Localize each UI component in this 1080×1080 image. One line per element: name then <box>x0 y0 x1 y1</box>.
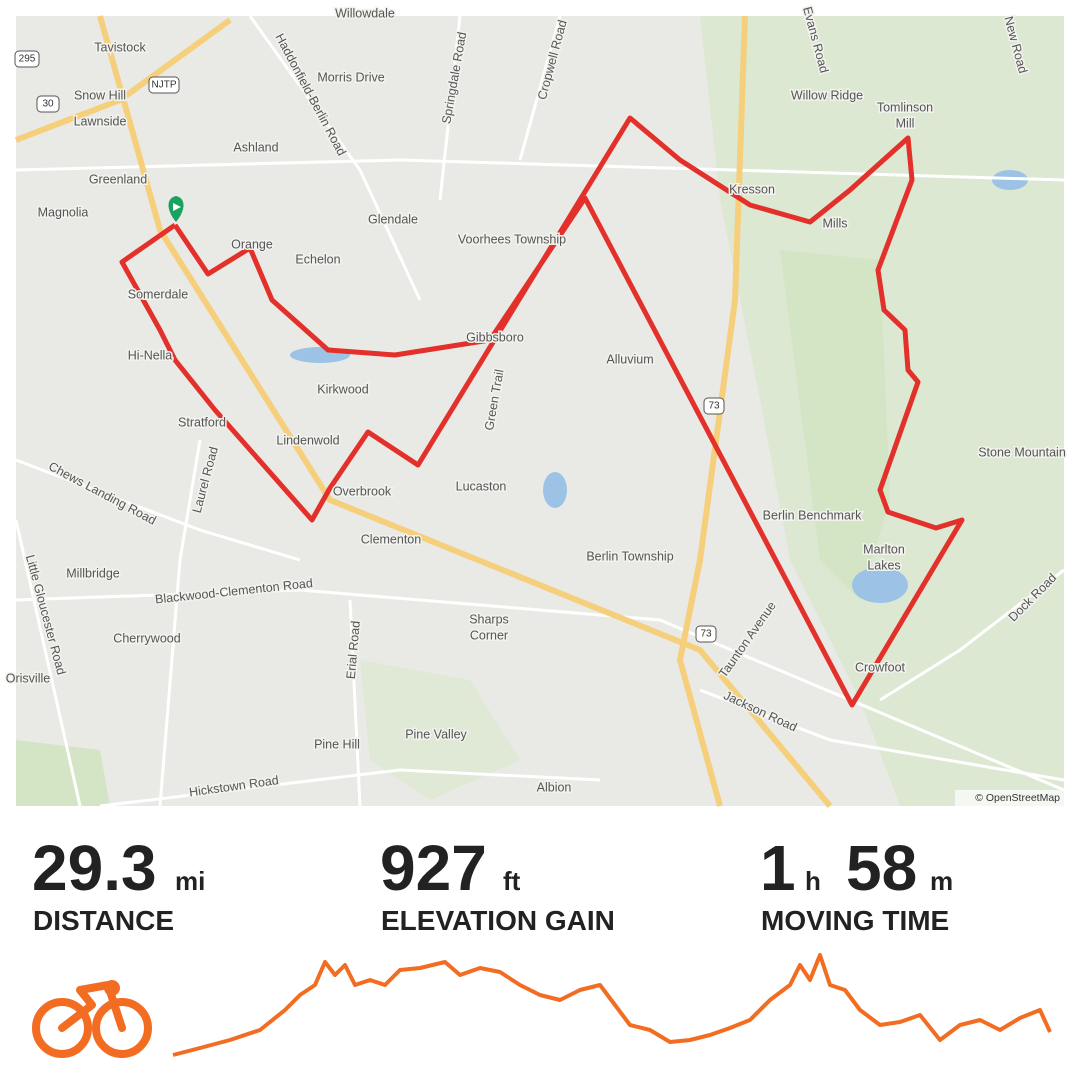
stat-unit: m <box>930 866 953 896</box>
attribution-bg <box>955 790 1064 806</box>
route-shield <box>695 625 717 643</box>
roads <box>14 15 1065 808</box>
place-label: Berlin Benchmark <box>763 508 862 522</box>
stat-unit: h <box>805 866 821 896</box>
elevation-profile <box>172 953 1052 1057</box>
place-label: Albion <box>537 780 572 794</box>
route-shield-label: 30 <box>42 99 54 110</box>
place-label: Orisville <box>6 671 50 685</box>
stat-unit: mi <box>175 866 205 896</box>
lake <box>852 567 908 603</box>
place-label: Lucaston <box>456 479 507 493</box>
place-label: Overbrook <box>333 484 392 498</box>
park <box>360 660 520 800</box>
park <box>16 740 110 806</box>
route-shield-label: 295 <box>19 54 36 65</box>
place-label: Magnolia <box>38 205 89 219</box>
route-shield <box>36 95 60 113</box>
place-label: Somerdale <box>128 287 188 301</box>
route-shield <box>148 76 180 94</box>
place-label: Erial Road <box>344 620 363 679</box>
place-label: Glendale <box>368 212 418 226</box>
route-shield <box>703 397 725 415</box>
place-label: Millbridge <box>66 566 120 580</box>
stat-label: ELEVATION GAIN <box>381 905 615 936</box>
place-label: Willow Ridge <box>791 88 863 102</box>
place-label: Voorhees Township <box>458 232 566 246</box>
place-label: Cherrywood <box>113 631 180 645</box>
cyclist-icon <box>32 980 152 1058</box>
place-label: Pine Valley <box>405 727 467 741</box>
place-label: Pine Hill <box>314 737 360 751</box>
place-label: Snow Hill <box>74 88 126 102</box>
place-label: Tavistock <box>94 40 146 54</box>
place-label: Lindenwold <box>276 433 339 447</box>
stat-value: 1 <box>760 832 796 904</box>
place-label: Tomlinson <box>877 100 933 114</box>
place-label: Lawnside <box>74 114 127 128</box>
park <box>780 250 890 600</box>
place-label: Gibbsboro <box>466 330 524 344</box>
place-label: Kresson <box>729 182 775 196</box>
place-label: Mill <box>896 116 915 130</box>
place-label: Clementon <box>361 532 421 546</box>
place-label: Willowdale <box>335 6 395 20</box>
place-label: Echelon <box>295 252 340 266</box>
place-label: Ashland <box>233 140 278 154</box>
stat-label: MOVING TIME <box>761 905 949 936</box>
place-label: Lakes <box>867 558 900 572</box>
place-label: Hi-Nella <box>128 348 173 362</box>
highways <box>14 15 833 808</box>
stat-value: 29.3 <box>32 832 157 904</box>
place-label: Stratford <box>178 415 226 429</box>
place-label: Greenland <box>89 172 147 186</box>
place-label: Alluvium <box>606 352 653 366</box>
place-label: Kirkwood <box>317 382 368 396</box>
place-label: Morris Drive <box>317 70 384 84</box>
place-label: Stone Mountain <box>978 445 1066 459</box>
lake <box>543 472 567 508</box>
route <box>119 115 965 708</box>
map-labels: Willowdale Tavistock Snow Hill Lawnside Ashl… <box>4 4 1067 801</box>
route-shield <box>14 50 40 68</box>
place-label: Orange <box>231 237 273 251</box>
map: Willowdale Tavistock Snow Hill Lawnside Ashl… <box>4 4 1067 808</box>
route-shield-label: 73 <box>708 401 720 412</box>
attribution: © OpenStreetMap <box>975 792 1060 804</box>
start-flag <box>173 203 181 211</box>
place-label: Marlton <box>863 542 905 556</box>
place-label: Crowfoot <box>855 660 906 674</box>
lake <box>992 170 1028 190</box>
route-shield-label: NJTP <box>152 80 177 91</box>
route-shield-label: 73 <box>700 629 712 640</box>
place-label: Berlin Township <box>586 549 673 563</box>
place-label: Sharps <box>469 612 509 626</box>
stats: 29.3 mi DISTANCE 927 ft ELEVATION GAIN 1… <box>32 832 953 936</box>
place-label: Corner <box>470 628 508 642</box>
stat-value: 58 <box>846 832 917 904</box>
stat-label: DISTANCE <box>33 905 174 936</box>
stat-unit: ft <box>503 866 521 896</box>
place-label: Mills <box>823 216 848 230</box>
stat-value: 927 <box>380 832 487 904</box>
